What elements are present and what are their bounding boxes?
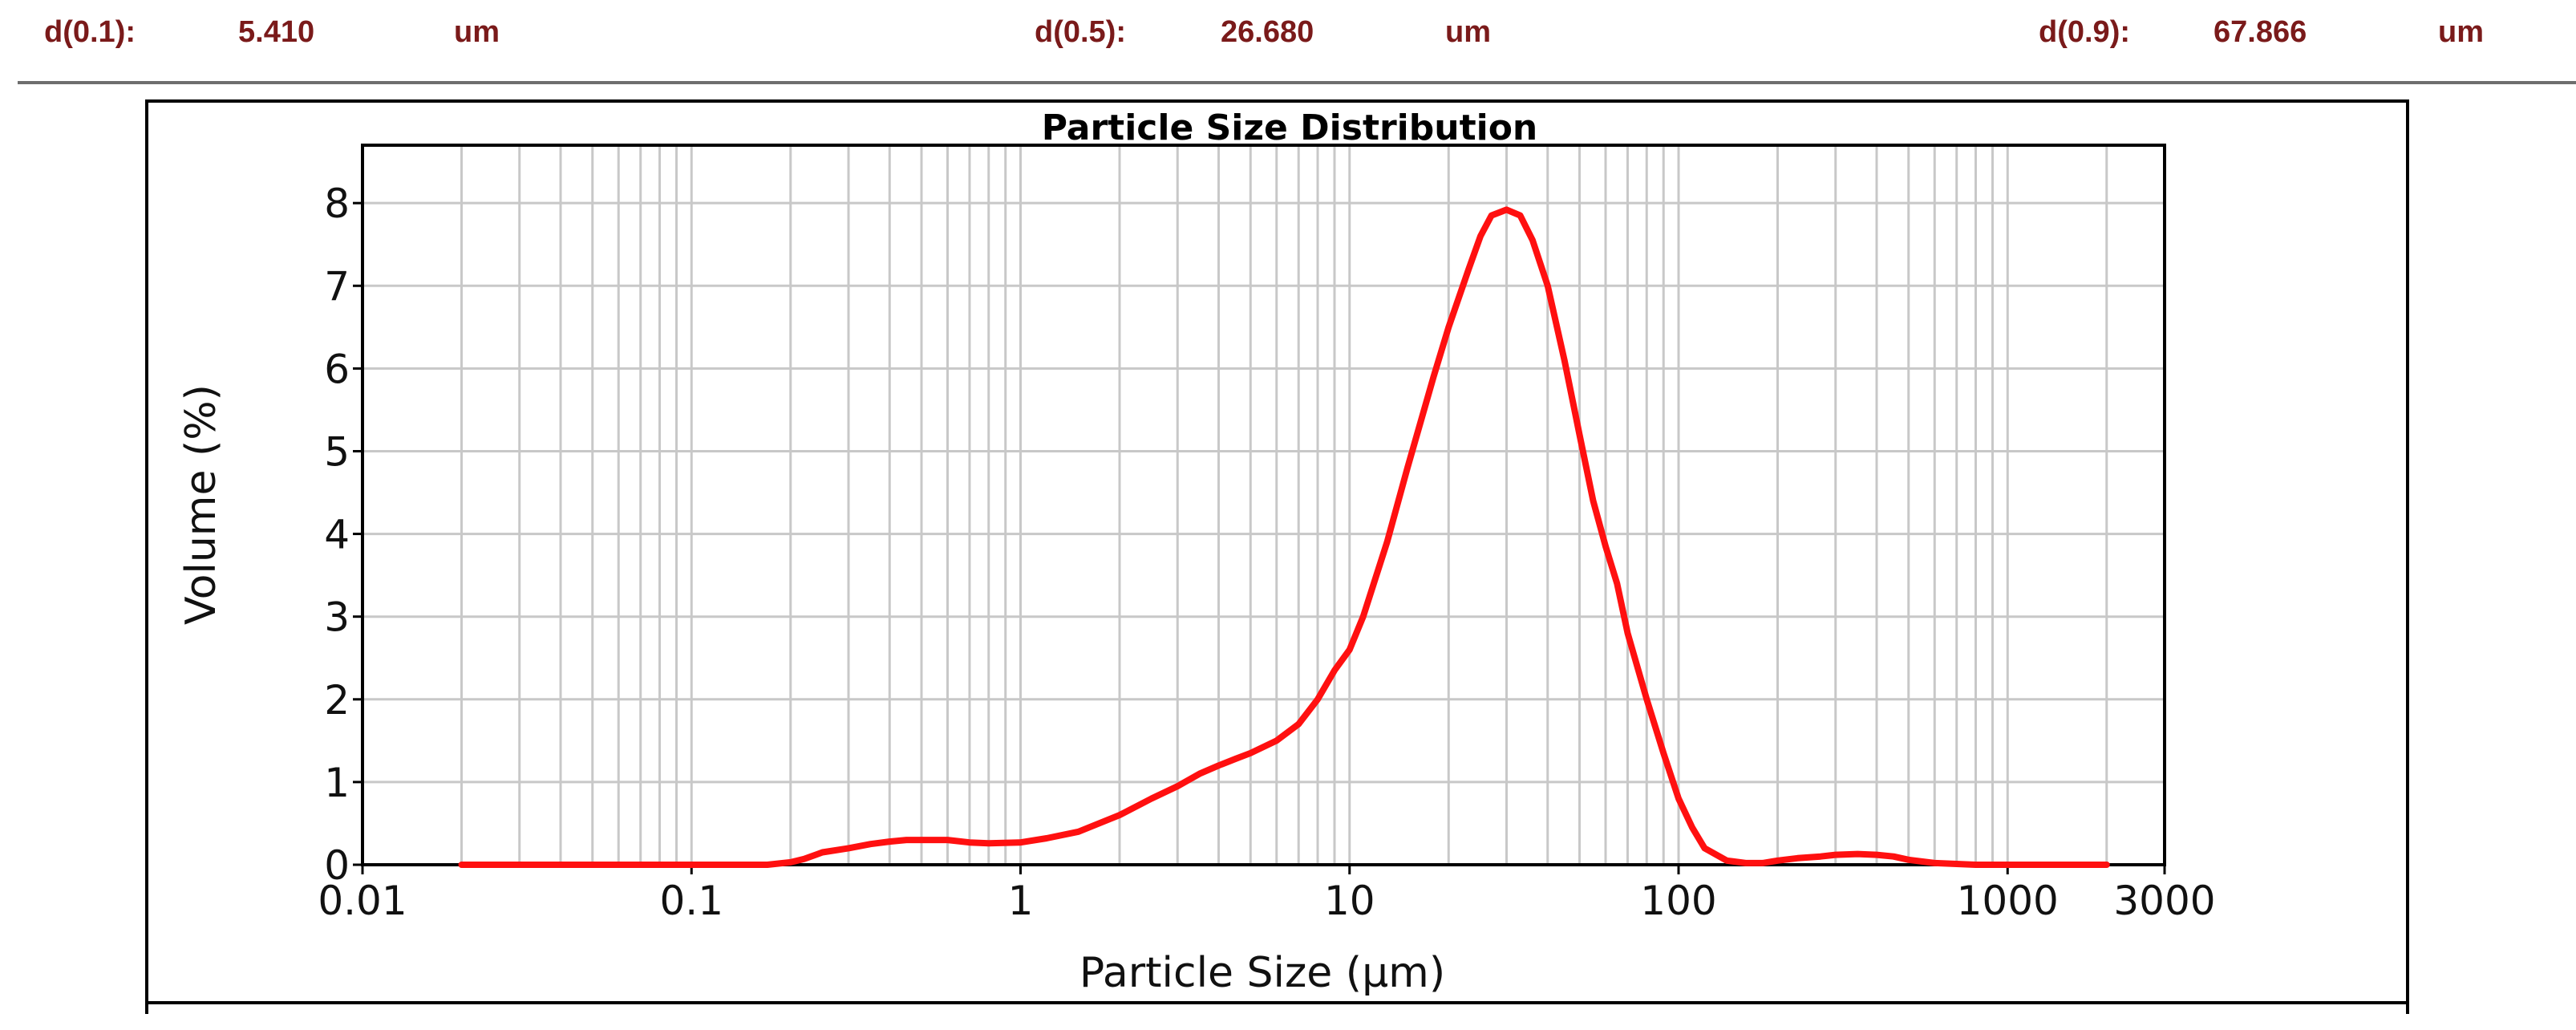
d50-value: 26.680: [1221, 15, 1314, 49]
chart-frame: [145, 99, 2409, 1014]
x-tick-label: 100: [1640, 878, 1716, 924]
y-tick-label: 5: [324, 428, 350, 475]
y-tick-label: 4: [324, 512, 350, 558]
d90-value: 67.866: [2213, 15, 2307, 49]
x-tick-label: 3000: [2113, 878, 2215, 924]
d50-unit: um: [1445, 15, 1491, 49]
x-tick-label: 1: [1008, 878, 1034, 924]
y-tick-label: 8: [324, 180, 350, 227]
d90-unit: um: [2438, 15, 2484, 49]
summary-bar: d(0.1): 5.410 um d(0.5): 26.680 um d(0.9…: [0, 0, 2576, 80]
d90-label: d(0.9):: [2039, 15, 2130, 49]
series-line-volume: [458, 206, 2110, 868]
grid: [363, 145, 2165, 865]
x-tick-label: 0.1: [659, 878, 723, 924]
d10-value: 5.410: [238, 15, 315, 49]
d10-unit: um: [454, 15, 500, 49]
y-tick-label: 7: [324, 263, 350, 310]
y-tick-label: 6: [324, 346, 350, 392]
x-tick-label: 10: [1324, 878, 1375, 924]
x-tick-label: 1000: [1957, 878, 2059, 924]
y-tick-label: 1: [324, 760, 350, 806]
x-tick-label: 0.01: [318, 878, 407, 924]
y-axis-title: Volume (%): [177, 384, 225, 625]
y-tick-label: 2: [324, 677, 350, 724]
summary-divider: [18, 81, 2576, 84]
y-axis-ticks: 0 1 2 3 4 5 6 7 8: [324, 180, 363, 889]
x-axis-ticks: 0.01 0.1 1 10 100 1000 3000: [318, 865, 2216, 924]
chart-title: Particle Size Distribution: [1042, 107, 1538, 148]
y-tick-label: 0: [324, 842, 350, 889]
d10-label: d(0.1):: [44, 15, 136, 49]
x-axis-title: Particle Size (μm): [1079, 949, 1445, 997]
plot-area: [361, 144, 2166, 866]
d50-label: d(0.5):: [1035, 15, 1126, 49]
y-tick-label: 3: [324, 594, 350, 641]
